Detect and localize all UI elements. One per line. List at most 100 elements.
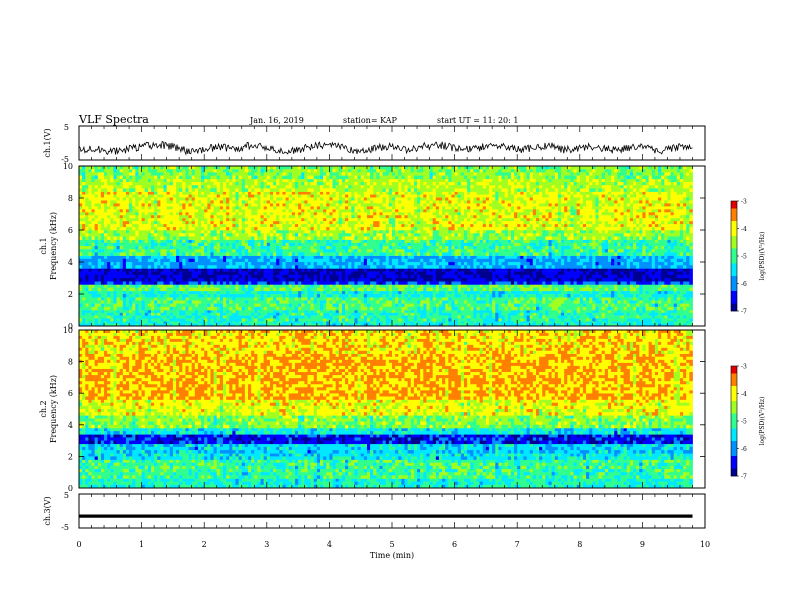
spectrogram-cell: [289, 316, 293, 319]
spectrogram-cell: [248, 316, 252, 319]
spectrogram-cell: [295, 268, 299, 272]
spectrogram-cell: [611, 307, 615, 311]
spectrogram-cell: [276, 278, 280, 282]
spectrogram-cell: [370, 288, 374, 292]
spectrogram-cell: [339, 272, 343, 276]
spectrogram-cell: [451, 291, 455, 295]
spectrogram-cell: [342, 316, 346, 319]
spectrogram-cell: [301, 291, 305, 295]
spectrogram-cell: [261, 246, 265, 250]
spectrogram-cell: [138, 313, 142, 316]
spectrogram-cell: [667, 313, 671, 316]
spectrogram-cell: [92, 243, 96, 247]
spectrogram-cell: [351, 252, 355, 256]
spectrogram-cell: [189, 275, 193, 279]
spectrogram-cell: [517, 268, 521, 272]
spectrogram-cell: [354, 240, 358, 244]
spectrogram-cell: [451, 262, 455, 266]
spectrogram-cell: [674, 284, 678, 288]
spectrogram-cell: [170, 297, 174, 301]
spectrogram-cell: [151, 252, 155, 256]
spectrogram-cell: [467, 265, 471, 269]
spectrogram-cell: [589, 318, 593, 321]
spectrogram-cell: [358, 313, 362, 316]
spectrogram-cell: [480, 294, 484, 298]
spectrogram-cell: [333, 316, 337, 319]
spectrogram-cell: [264, 249, 268, 253]
spectrogram-cell: [167, 272, 171, 276]
spectrogram-cell: [351, 275, 355, 279]
spectrogram-cell: [207, 268, 211, 272]
spectrogram-cell: [282, 316, 286, 319]
spectrogram-cell: [570, 313, 574, 316]
spectrogram-cell: [445, 316, 449, 319]
spectrogram-cell: [117, 246, 121, 250]
spectrogram-cell: [489, 284, 493, 288]
spectrogram-cell: [276, 291, 280, 295]
spectrogram-cell: [514, 288, 518, 292]
spectrogram-cell: [248, 259, 252, 263]
spectrogram-cell: [104, 249, 108, 253]
spectrogram-cell: [552, 307, 556, 311]
spectrogram-cell: [317, 291, 321, 295]
spectrogram-cell: [142, 240, 146, 244]
spectrogram-cell: [120, 288, 124, 292]
spectrogram-cell: [104, 240, 108, 244]
spectrogram-cell: [323, 318, 327, 321]
spectrogram-cell: [120, 243, 124, 247]
spectrogram-cell: [92, 281, 96, 285]
spectrogram-cell: [98, 256, 102, 260]
spectrogram-cell: [520, 272, 524, 276]
spectrogram-cell: [401, 288, 405, 292]
spectrogram-cell: [304, 240, 308, 244]
spectrogram-cell: [639, 307, 643, 311]
spectrogram-cell: [326, 259, 330, 263]
spectrogram-cell: [405, 272, 409, 276]
spectrogram-cell: [671, 288, 675, 292]
spectrogram-cell: [383, 291, 387, 295]
spectrogram-cell: [680, 284, 684, 288]
spectrogram-cell: [351, 265, 355, 269]
spectrogram-cell: [627, 304, 631, 308]
spectrogram-cell: [351, 307, 355, 311]
spectrogram-cell: [107, 281, 111, 285]
spectrogram-cell: [370, 300, 374, 304]
spectrogram-cell: [336, 243, 340, 247]
spectrogram-cell: [232, 243, 236, 247]
spectrogram-cell: [107, 297, 111, 301]
spectrogram-cell: [555, 265, 559, 269]
spectrogram-cell: [292, 278, 296, 282]
spectrogram-cell: [649, 304, 653, 308]
spectrogram-cell: [129, 307, 133, 311]
spectrogram-cell: [611, 259, 615, 263]
spectrogram-cell: [614, 275, 618, 279]
spectrogram-cell: [489, 318, 493, 321]
spectrogram-cell: [189, 281, 193, 285]
spectrogram-cell: [364, 318, 368, 321]
spectrogram-cell: [298, 297, 302, 301]
spectrogram-cell: [326, 284, 330, 288]
spectrogram-cell: [214, 243, 218, 247]
spectrogram-cell: [608, 256, 612, 260]
spectrogram-cell: [179, 284, 183, 288]
spectrogram-cell: [236, 288, 240, 292]
spectrogram-cell: [304, 288, 308, 292]
spectrogram-cell: [167, 243, 171, 247]
spectrogram-cell: [298, 284, 302, 288]
spectrogram-cell: [511, 316, 515, 319]
spectrogram-cell: [314, 313, 318, 316]
spectrogram-cell: [182, 313, 186, 316]
spectrogram-cell: [536, 281, 540, 285]
spectrogram-cell: [135, 310, 139, 313]
spectrogram-cell: [671, 313, 675, 316]
spectrogram-cell: [195, 272, 199, 276]
spectrogram-cell: [624, 304, 628, 308]
spectrogram-cell: [405, 256, 409, 260]
spectrogram-cell: [182, 265, 186, 269]
spectrogram-cell: [539, 265, 543, 269]
spectrogram-cell: [204, 268, 208, 272]
spectrogram-cell: [292, 284, 296, 288]
spectrogram-cell: [536, 304, 540, 308]
spectrogram-cell: [138, 291, 142, 295]
spectrogram-cell: [185, 318, 189, 321]
